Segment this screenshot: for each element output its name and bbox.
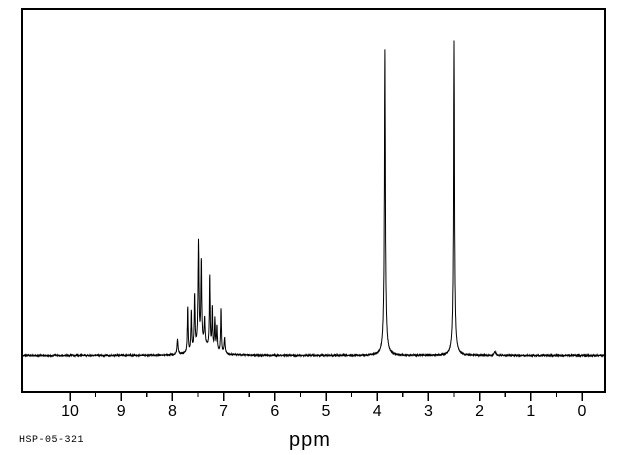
sample-id-label: HSP-05-321	[19, 435, 85, 446]
plot-frame	[21, 8, 606, 393]
x-tick-label: 7	[219, 403, 228, 420]
x-tick-label: 1	[526, 403, 535, 420]
x-tick-label: 3	[424, 403, 433, 420]
x-axis-label: ppm	[289, 429, 331, 451]
x-tick-label: 9	[117, 403, 126, 420]
spectrum-trace	[22, 40, 605, 358]
x-tick-label: 8	[168, 403, 177, 420]
x-tick-label: 6	[270, 403, 279, 420]
x-tick-label: 0	[578, 403, 587, 420]
x-tick-label: 5	[322, 403, 331, 420]
x-tick-label: 4	[373, 403, 382, 420]
x-tick-label: 2	[475, 403, 484, 420]
x-tick-label: 10	[61, 403, 79, 420]
